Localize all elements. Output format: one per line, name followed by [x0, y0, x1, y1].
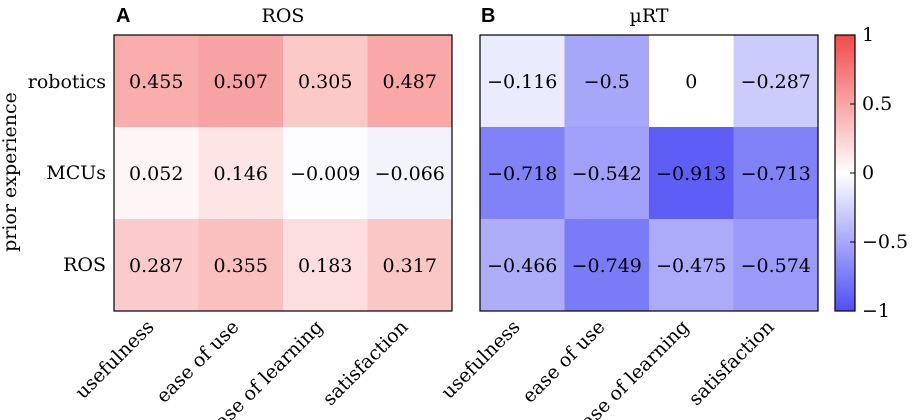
heatmap-cell — [733, 127, 819, 220]
panel-a-column-labels: usefulness ease of use ease of learning … — [71, 316, 412, 420]
panel-a-frame — [113, 34, 453, 312]
heatmap-cell — [480, 35, 565, 128]
panel-b-frame — [479, 34, 819, 312]
panel-a-title: ROS — [262, 5, 305, 27]
heatmap-cell — [114, 219, 199, 312]
heatmap-cell — [283, 127, 368, 220]
cell-value-label: 0 — [685, 71, 697, 93]
cell-value-label: 0.317 — [383, 255, 437, 277]
colorbar-ticks: 1 0.5 0 −0.5 −1 — [850, 24, 908, 322]
panel-b-title: µRT — [630, 5, 669, 27]
colorbar-tick-label: 0 — [862, 162, 874, 184]
heatmap-cell — [367, 35, 453, 128]
col-label-satisfaction: satisfaction — [685, 316, 779, 410]
row-label-ros: ROS — [63, 254, 106, 276]
y-axis-title: prior experience — [0, 92, 21, 252]
cell-value-label: −0.713 — [741, 163, 811, 185]
cell-value-label: 0.507 — [214, 71, 268, 93]
row-label-mcus: MCUs — [46, 162, 106, 184]
panel-a-cells — [114, 35, 453, 312]
cell-value-label: −0.466 — [487, 255, 557, 277]
panel-b-cells — [480, 35, 819, 312]
colorbar-tick-label: 1 — [862, 24, 874, 46]
cell-value-label: 0.455 — [129, 71, 183, 93]
cell-value-label: −0.749 — [572, 255, 642, 277]
cell-value-label: 0.146 — [214, 163, 268, 185]
heatmap-cell — [198, 219, 284, 312]
cell-value-label: 0.052 — [129, 163, 183, 185]
panel-b-cell-labels: −0.116 −0.5 0 −0.287 −0.718 −0.542 −0.913 −0.71… — [487, 71, 811, 277]
cell-value-label: 0.287 — [129, 255, 183, 277]
cell-value-label: −0.574 — [741, 255, 811, 277]
heatmap-cell — [649, 127, 734, 220]
cell-value-label: −0.287 — [741, 71, 811, 93]
col-label-ease-of-use: ease of use — [152, 316, 243, 407]
cell-value-label: −0.066 — [375, 163, 445, 185]
cell-value-label: 0.183 — [298, 255, 352, 277]
cell-value-label: −0.913 — [656, 163, 726, 185]
heatmap-cell — [649, 35, 734, 128]
cell-value-label: −0.542 — [572, 163, 642, 185]
cell-value-label: 0.487 — [383, 71, 437, 93]
heatmap-cell — [733, 35, 819, 128]
panel-b-letter: B — [481, 5, 495, 27]
heatmap-cell — [198, 127, 284, 220]
colorbar-tick-label: −0.5 — [862, 231, 908, 253]
heatmap-cell — [283, 219, 368, 312]
col-label-usefulness: usefulness — [437, 316, 524, 403]
heatmap-cell — [564, 219, 650, 312]
cell-value-label: −0.009 — [290, 163, 360, 185]
heatmap-cell — [564, 35, 650, 128]
heatmap-cell — [114, 127, 199, 220]
heatmap-cell — [480, 219, 565, 312]
col-label-ease-of-use: ease of use — [518, 316, 609, 407]
heatmap-cell — [198, 35, 284, 128]
row-label-robotics: robotics — [28, 71, 106, 93]
panel-a-row-labels: robotics MCUs ROS — [28, 71, 106, 276]
heatmap-cell — [283, 35, 368, 128]
heatmap-cell — [480, 127, 565, 220]
cell-value-label: −0.5 — [584, 71, 630, 93]
panel-a-letter: A — [116, 5, 130, 27]
cell-value-label: 0.305 — [298, 71, 352, 93]
colorbar-tick-label: 0.5 — [862, 93, 892, 115]
col-label-usefulness: usefulness — [71, 316, 158, 403]
heatmap-cell — [733, 219, 819, 312]
colorbar: 1 0.5 0 −0.5 −1 — [834, 24, 908, 322]
panel-a-cell-labels: 0.455 0.507 0.305 0.487 0.052 0.146 −0.009 −0.0… — [129, 71, 445, 277]
col-label-satisfaction: satisfaction — [319, 316, 413, 410]
colorbar-tick-label: −1 — [862, 300, 890, 322]
heatmap-cell — [114, 35, 199, 128]
panel-b: B µRT −0.116 −0.5 0 −0.287 −0.718 −0.542 −0.91… — [437, 5, 819, 420]
panel-a: A ROS 0.455 0.507 0.305 0.487 0.052 0.146 −0.0… — [28, 5, 453, 420]
cell-value-label: −0.475 — [656, 255, 726, 277]
heatmap-cell — [649, 219, 734, 312]
cell-value-label: 0.355 — [214, 255, 268, 277]
heatmap-cell — [367, 127, 453, 220]
cell-value-label: −0.116 — [487, 71, 557, 93]
cell-value-label: −0.718 — [487, 163, 557, 185]
heatmap-cell — [564, 127, 650, 220]
heatmap-cell — [367, 219, 453, 312]
panel-b-column-labels: usefulness ease of use ease of learning … — [437, 316, 778, 420]
